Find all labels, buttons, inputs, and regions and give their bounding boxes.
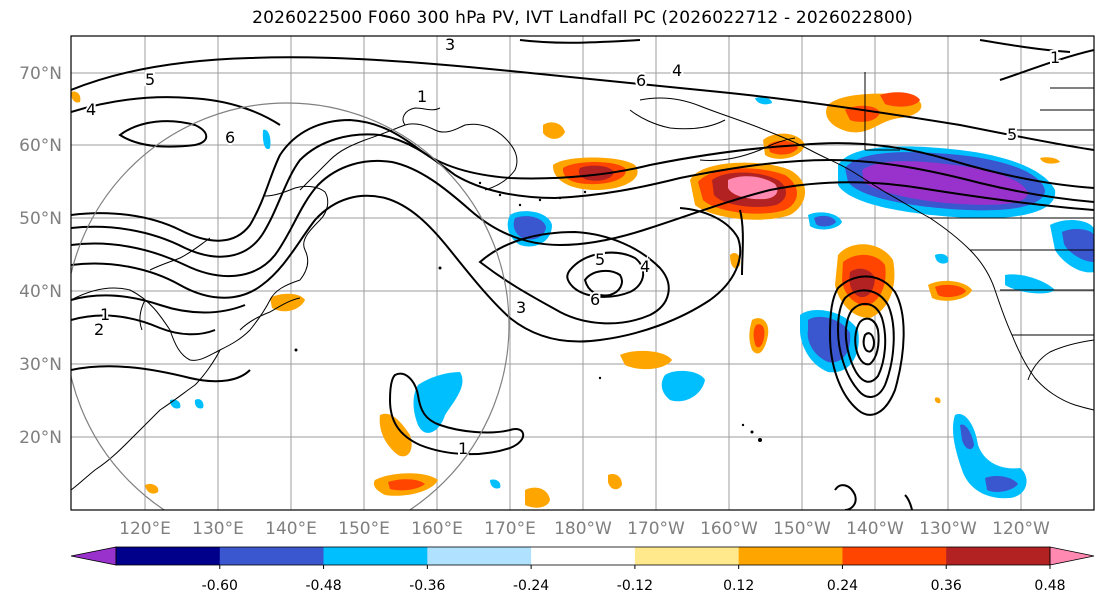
colorbar-swatch [634, 547, 740, 565]
lon-label: 120°E [119, 519, 171, 539]
lat-label: 20°N [19, 428, 62, 448]
lon-label: 140°W [846, 519, 904, 539]
pv-label-4: 4 [672, 61, 682, 80]
lat-label: 40°N [19, 282, 62, 302]
colorbar-swatch [427, 547, 532, 565]
colorbar: -0.60 -0.48 -0.36 -0.24 -0.12 0.12 0.24 0.36 0.4… [70, 546, 1095, 594]
pv-label-1: 1 [100, 305, 110, 324]
pv-label-5: 5 [595, 250, 605, 269]
colorbar-tick-label: -0.24 [513, 578, 549, 594]
colorbar-tick-label: -0.36 [409, 578, 445, 594]
colorbar-tick-label: -0.12 [617, 578, 653, 594]
pv-label-3b: 3 [516, 298, 526, 317]
lat-label: 70°N [19, 64, 62, 84]
colorbar-tick-label: -0.48 [305, 578, 341, 594]
pv-label-1d: 1 [1050, 48, 1060, 67]
pv-label-1b: 1 [458, 439, 468, 458]
pv-label-1c: 1 [417, 87, 427, 106]
colorbar-swatch [531, 547, 636, 565]
longitude-labels: 120°E 130°E 140°E 150°E 160°E 170°E 180°W 170°W… [119, 519, 1050, 539]
pv-label-5c: 5 [145, 70, 155, 89]
lon-label: 160°E [411, 519, 463, 539]
pv-label-4c: 4 [640, 257, 650, 276]
colorbar-extend-min [70, 546, 117, 566]
lon-label: 140°E [265, 519, 317, 539]
colorbar-swatch [323, 547, 428, 565]
lon-label: 150°W [773, 519, 831, 539]
pv-label-4b: 4 [86, 100, 96, 119]
ivt-anomaly-shading [71, 91, 1094, 508]
colorbar-tick-label: -0.60 [202, 578, 238, 594]
colorbar-swatch [116, 547, 221, 565]
colorbar-swatch [842, 547, 947, 565]
colorbar-swatch [946, 547, 1051, 565]
colorbar-tick-label: 0.24 [827, 578, 858, 594]
pv-label-6: 6 [636, 71, 646, 90]
colorbar-tick-label: 0.12 [723, 578, 754, 594]
pv-contours [71, 39, 1094, 510]
pv-label-5b: 5 [1007, 125, 1017, 144]
lon-label: 170°E [484, 519, 536, 539]
lon-label: 130°W [919, 519, 977, 539]
lon-label: 160°W [700, 519, 758, 539]
pv-label-2: 2 [94, 320, 104, 339]
colorbar-extend-max [1049, 546, 1095, 566]
lon-label: 170°W [627, 519, 685, 539]
map-title: 2026022500 F060 300 hPa PV, IVT Landfall… [252, 8, 913, 28]
lon-label: 150°E [338, 519, 390, 539]
colorbar-swatch [738, 547, 843, 565]
pv-label-6b: 6 [590, 290, 600, 309]
pv-contour-labels: 1 2 3 4 5 6 5 3 1 6 5 6 4 1 1 4 [84, 35, 1062, 460]
lat-label: 60°N [19, 136, 62, 156]
pv-label-6c: 6 [225, 128, 235, 147]
lon-label: 130°E [192, 519, 244, 539]
lon-label: 120°W [992, 519, 1050, 539]
pv-label-3: 3 [445, 35, 455, 54]
range-circle [71, 102, 510, 510]
latitude-labels: 70°N 60°N 50°N 40°N 30°N 20°N [19, 64, 62, 448]
colorbar-swatch [219, 547, 325, 565]
colorbar-tick-label: 0.48 [1034, 578, 1065, 594]
colorbar-tick-label: 0.36 [931, 578, 962, 594]
lon-label: 180°W [554, 519, 612, 539]
map-frame [70, 35, 1095, 511]
lat-label: 50°N [19, 209, 62, 229]
lat-label: 30°N [19, 355, 62, 375]
colorbar-outline [115, 546, 1051, 566]
lat-lon-gridlines [71, 36, 1094, 510]
coastlines [71, 72, 1094, 491]
